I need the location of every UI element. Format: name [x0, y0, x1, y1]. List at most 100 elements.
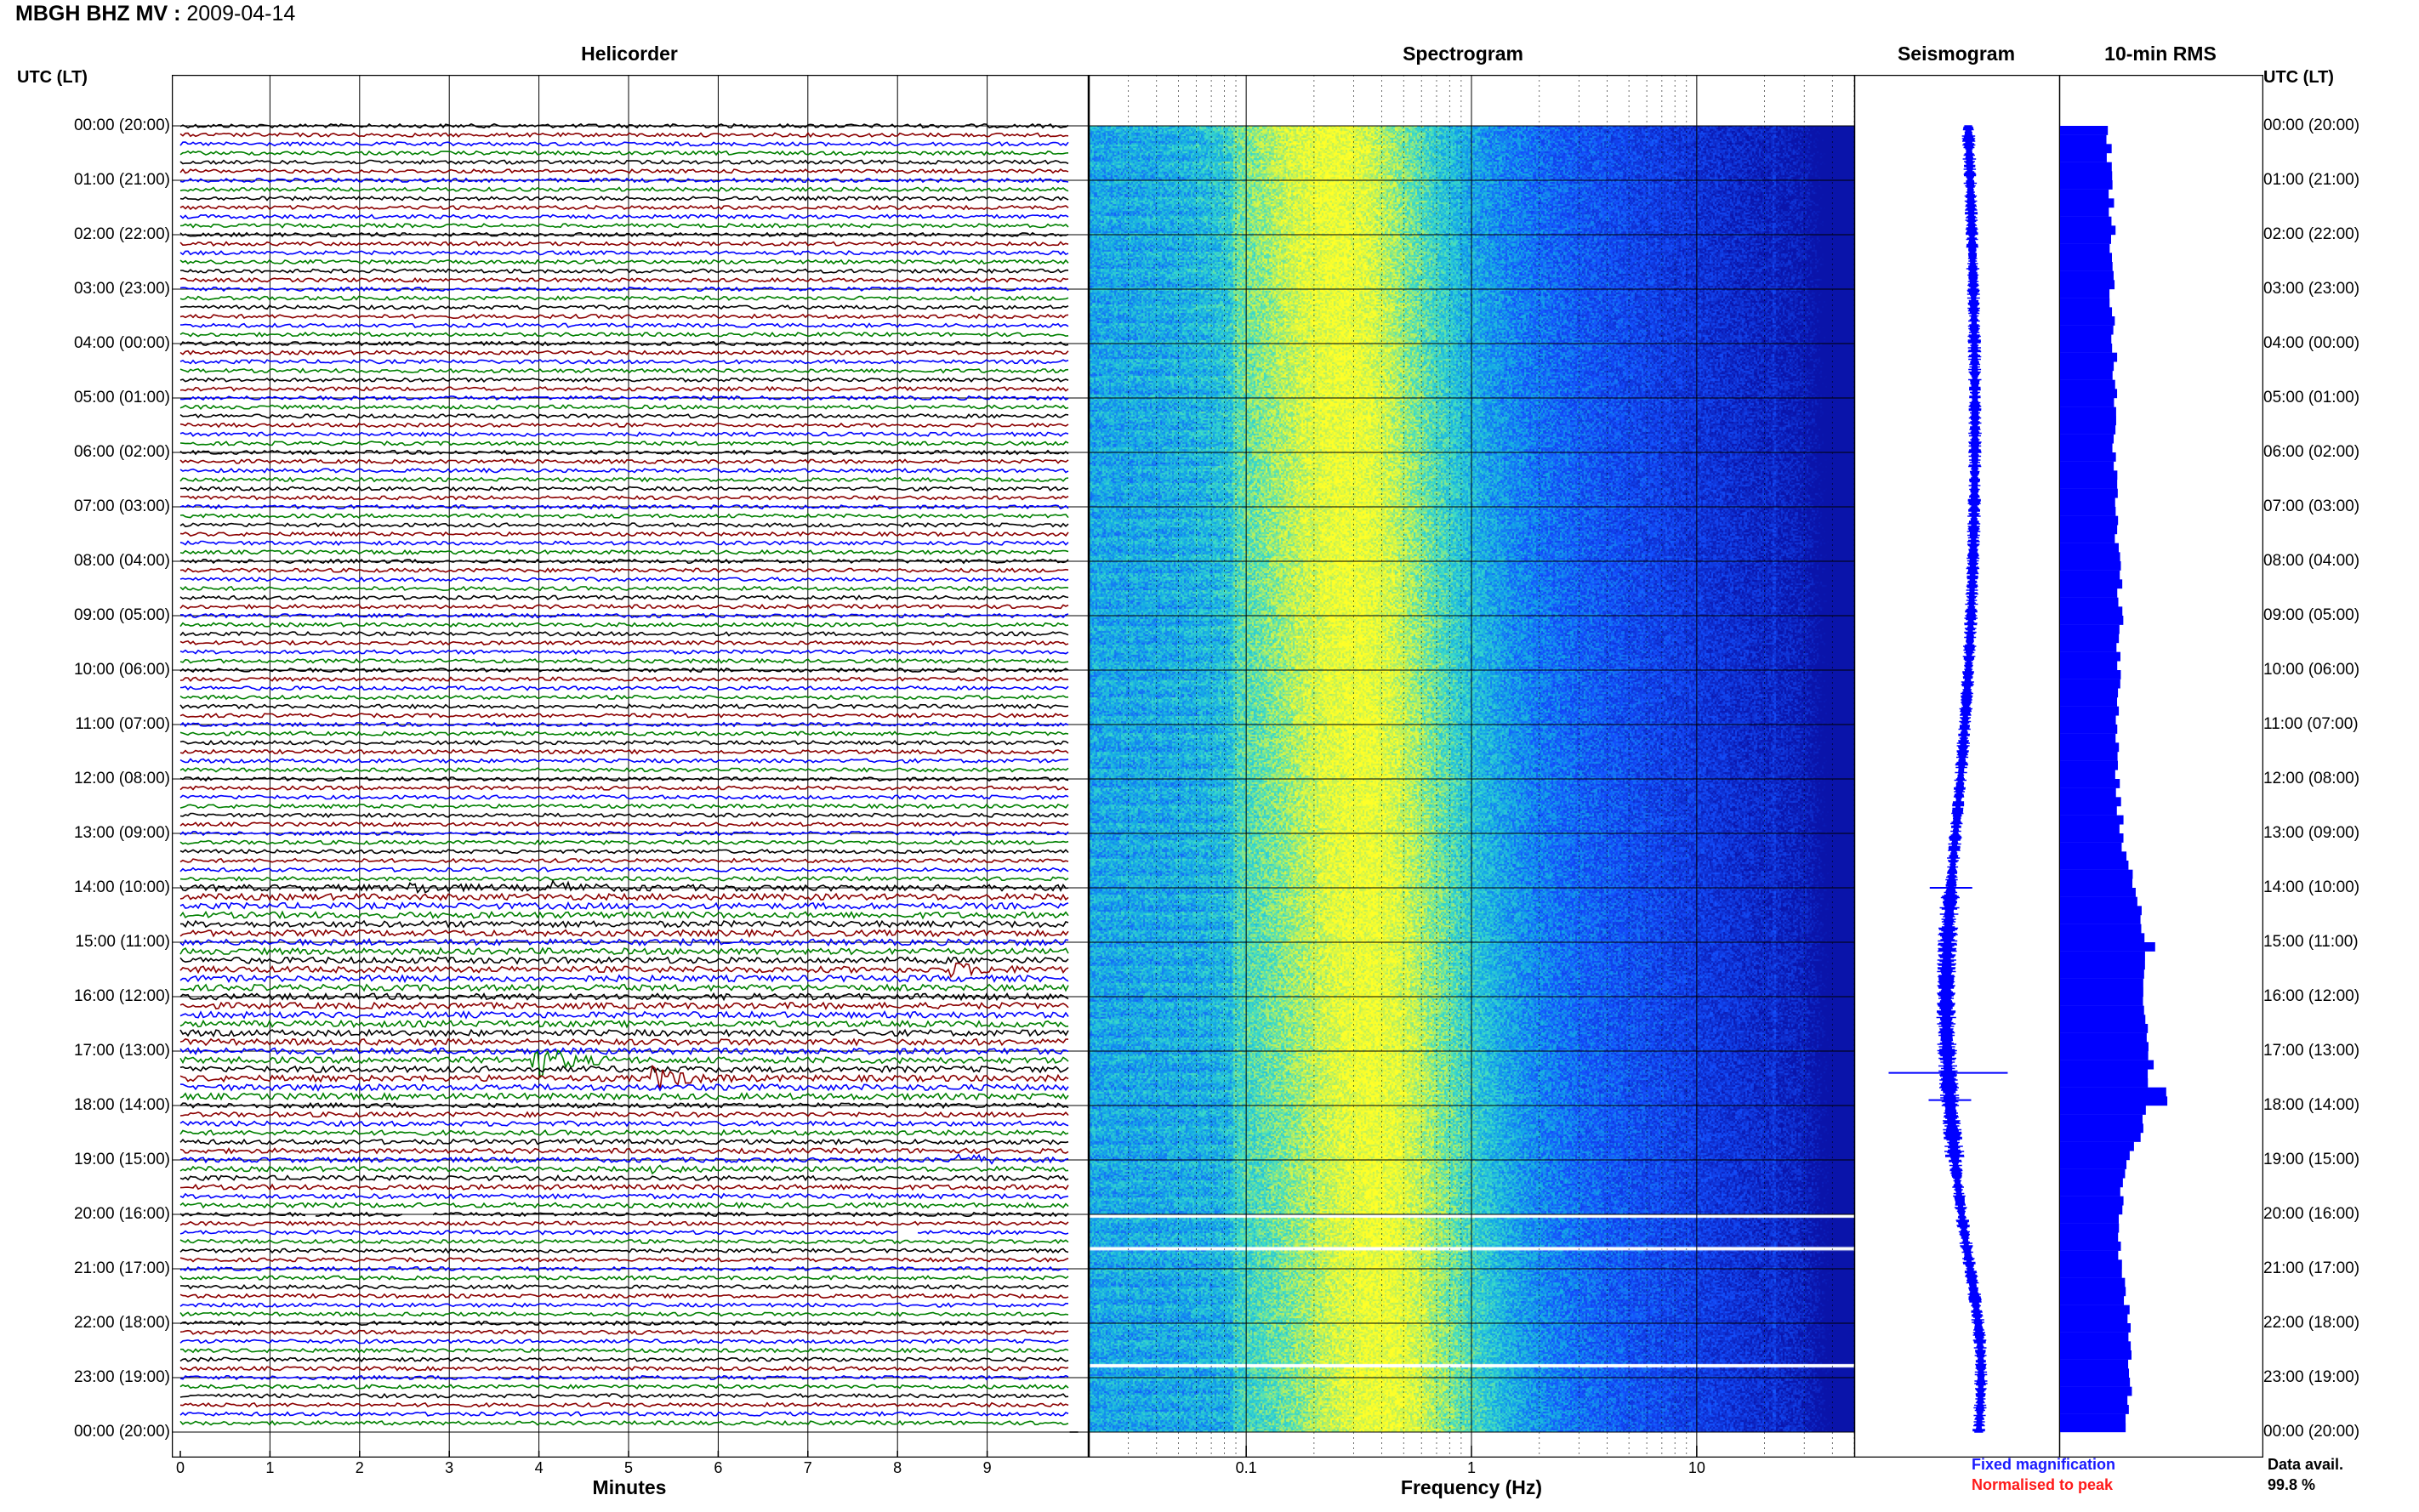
legend-fixed-magnification: Fixed magnification [1972, 1456, 2116, 1473]
time-label-right: 08:00 (04:00) [2263, 553, 2360, 570]
rms-bar [2060, 1060, 2154, 1070]
helicorder-trace [179, 946, 1069, 956]
helicorder-trace [179, 1220, 1069, 1227]
helicorder-trace [179, 223, 1069, 229]
time-label-left: 15:00 (11:00) [75, 933, 170, 951]
time-label-right: 07:00 (03:00) [2263, 498, 2360, 515]
helicorder-trace [179, 585, 1069, 592]
helicorder-trace [179, 1092, 1069, 1101]
helicorder-trace [179, 159, 1069, 166]
helicorder-trace [179, 540, 1069, 547]
time-label-right: 20:00 (16:00) [2263, 1206, 2360, 1223]
helicorder-trace [179, 150, 1069, 156]
helicorder-trace [179, 458, 1069, 465]
helicorder-trace [179, 449, 1069, 456]
helicorder-trace [179, 594, 1069, 601]
rms-bar [2060, 570, 2120, 580]
rms-bar [2060, 189, 2109, 199]
helicorder-trace [179, 1202, 1069, 1209]
time-label-right: 02:00 (22:00) [2263, 226, 2360, 243]
helicorder-trace [179, 249, 1069, 256]
helicorder-trace [179, 1065, 1069, 1074]
helicorder-trace [179, 1320, 1069, 1327]
rms-bar [2060, 1133, 2141, 1142]
rms-bar [2060, 978, 2143, 988]
helicorder-trace [179, 503, 1069, 510]
helicorder-trace [179, 1046, 1069, 1056]
rms-bar [2060, 987, 2143, 998]
helicorder-trace [179, 522, 1069, 528]
rms-bar [2060, 842, 2122, 852]
rms-bar [2060, 1395, 2128, 1406]
time-label-left: 12:00 (08:00) [73, 770, 170, 787]
rms-bar [2060, 725, 2118, 734]
rms-bar [2060, 797, 2121, 807]
time-label-right: 14:00 (10:00) [2263, 879, 2360, 896]
helicorder-trace [179, 1174, 1069, 1182]
station-date: 2009-04-14 [186, 2, 296, 26]
helicorder-x-tick-label: 9 [982, 1459, 992, 1476]
helicorder-panel [172, 75, 1089, 1458]
rms-bar [2060, 270, 2114, 281]
rms-bar [2060, 806, 2117, 816]
time-label-left: 01:00 (21:00) [73, 171, 170, 189]
rms-bar [2060, 134, 2107, 145]
rms-bar [2060, 406, 2116, 417]
rms-bar [2060, 262, 2113, 271]
spectrogram-x-tick-label: 10 [1688, 1459, 1705, 1476]
helicorder-trace [179, 667, 1069, 674]
rms-bar [2060, 824, 2120, 834]
time-label-left: 13:00 (09:00) [73, 824, 170, 842]
rms-bar [2060, 896, 2137, 907]
rms-bar [2060, 997, 2143, 1006]
rms-bar [2060, 597, 2119, 607]
time-label-right: 19:00 (15:00) [2263, 1151, 2360, 1168]
rms-bar [2060, 1368, 2130, 1378]
time-label-right: 22:00 (18:00) [2263, 1315, 2360, 1332]
rms-bar [2060, 379, 2115, 389]
helicorder-trace [179, 730, 1069, 737]
title-separator: : [168, 2, 187, 26]
helicorder-trace [179, 476, 1069, 483]
rms-bar [2060, 1386, 2132, 1396]
rms-bar [2060, 325, 2114, 335]
time-label-left: 19:00 (15:00) [73, 1151, 170, 1168]
helicorder-trace [179, 1384, 1069, 1390]
time-label-left: 07:00 (03:00) [73, 497, 170, 515]
helicorder-trace [179, 385, 1069, 392]
rms-bar [2060, 416, 2116, 426]
spectrogram-x-tick-label: 0.1 [1235, 1459, 1257, 1476]
rms-bar [2060, 760, 2118, 770]
helicorder-trace [179, 1365, 1069, 1372]
helicorder-trace [179, 304, 1069, 310]
rms-bar [2060, 1168, 2126, 1179]
time-label-right: 03:00 (23:00) [2263, 281, 2360, 298]
rms-bar [2060, 1069, 2149, 1079]
time-label-right: 09:00 (05:00) [2263, 607, 2360, 624]
station-code: MBGH BHZ MV [15, 2, 168, 26]
helicorder-x-tick-label: 5 [623, 1459, 634, 1476]
rms-bar [2060, 1196, 2124, 1206]
rms-bar [2060, 434, 2114, 444]
helicorder-trace [179, 1311, 1069, 1317]
helicorder-trace [179, 676, 1068, 683]
rms-bar [2060, 1032, 2147, 1043]
rms-bar [2060, 1106, 2146, 1115]
rms-bar [2060, 1314, 2128, 1324]
helicorder-trace [179, 901, 1069, 911]
rms-bar [2060, 770, 2115, 780]
helicorder-trace [179, 259, 1069, 265]
helicorder-trace [179, 276, 1069, 283]
helicorder-trace [179, 630, 1069, 637]
rms-bar [2060, 933, 2145, 943]
helicorder-trace [179, 1192, 1069, 1200]
rms-bar [2060, 207, 2109, 217]
rms-bar [2060, 515, 2119, 526]
helicorder-trace [179, 1211, 1069, 1218]
helicorder-trace [179, 1356, 1069, 1363]
rms-bar [2060, 289, 2110, 298]
time-label-left: 17:00 (13:00) [73, 1042, 170, 1060]
helicorder-trace [179, 141, 1069, 147]
helicorder-trace [179, 567, 1069, 574]
rms-bar [2060, 969, 2144, 979]
